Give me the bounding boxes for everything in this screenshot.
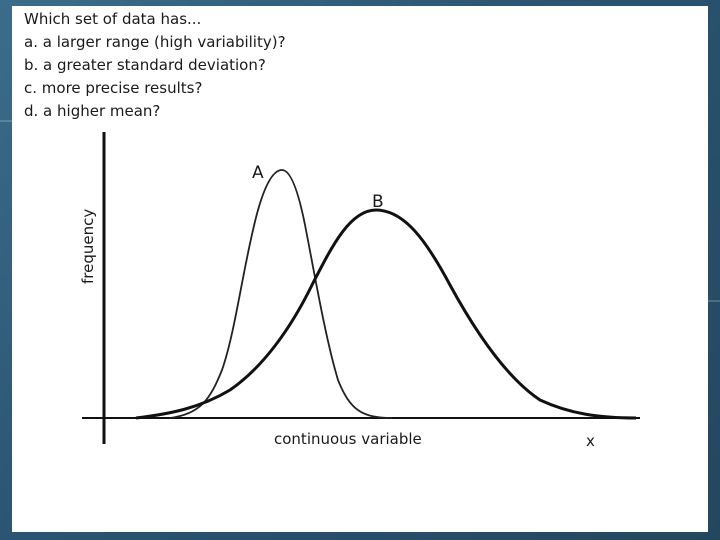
question-item-a: a. a larger range (high variability)? (24, 33, 286, 51)
x-axis-label: continuous variable (274, 430, 422, 448)
background-line-right (708, 300, 720, 302)
curve-b-label: B (372, 192, 384, 212)
question-list: Which set of data has... a. a larger ran… (24, 8, 286, 123)
question-title: Which set of data has... (24, 10, 202, 28)
question-item-d: d. a higher mean? (24, 102, 161, 120)
question-item-b: b. a greater standard deviation? (24, 56, 266, 74)
y-axis-label: frequency (79, 209, 97, 284)
question-item-c: c. more precise results? (24, 79, 203, 97)
background-line-left (0, 120, 12, 122)
curve-a (169, 169, 393, 419)
x-symbol-label: x (586, 432, 595, 450)
curve-a-label: A (252, 163, 264, 183)
content-card (12, 6, 708, 532)
curve-b (135, 208, 637, 420)
